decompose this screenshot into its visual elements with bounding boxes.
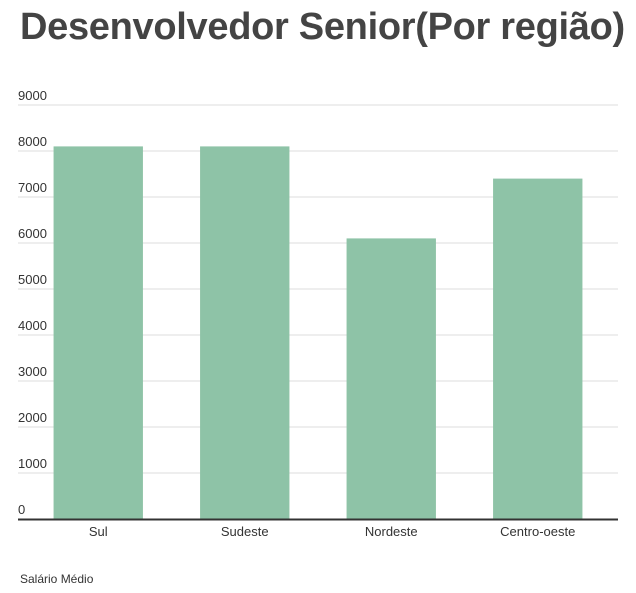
- x-category-label: Nordeste: [365, 524, 418, 539]
- y-tick-label: 5000: [18, 272, 47, 287]
- bar-sudeste: [200, 146, 290, 519]
- y-tick-label: 6000: [18, 226, 47, 241]
- x-category-label: Centro-oeste: [500, 524, 575, 539]
- y-tick-label: 9000: [18, 88, 47, 103]
- y-tick-label: 8000: [18, 134, 47, 149]
- y-tick-label: 2000: [18, 410, 47, 425]
- y-tick-label: 3000: [18, 364, 47, 379]
- chart-title: Desenvolvedor Senior(Por região): [20, 6, 625, 48]
- bars: [53, 146, 583, 519]
- bar-sul: [53, 146, 143, 519]
- x-category-labels: Sul Sudeste Nordeste Centro-oeste: [89, 524, 575, 539]
- x-category-label: Sul: [89, 524, 108, 539]
- bar-centro-oeste: [493, 178, 583, 519]
- bar-nordeste: [346, 238, 436, 519]
- y-tick-label: 0: [18, 502, 25, 517]
- x-category-label: Sudeste: [221, 524, 269, 539]
- y-tick-label: 1000: [18, 456, 47, 471]
- legend-label: Salário Médio: [20, 572, 94, 586]
- y-tick-label: 4000: [18, 318, 47, 333]
- y-tick-labels: 0 1000 2000 3000 4000 5000 6000 7000 8000 9000: [18, 88, 47, 517]
- y-tick-label: 7000: [18, 180, 47, 195]
